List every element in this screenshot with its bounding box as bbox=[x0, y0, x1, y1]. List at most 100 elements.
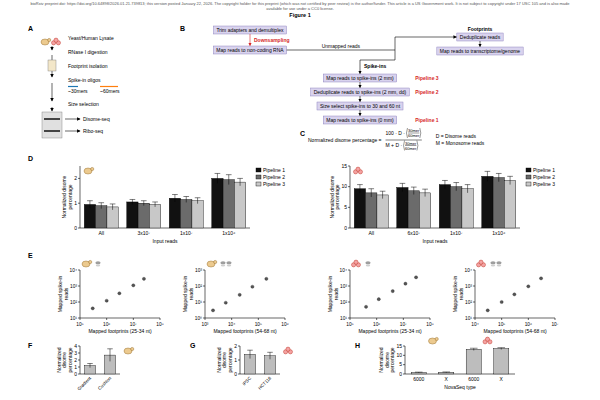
bar bbox=[149, 204, 160, 228]
error-bar bbox=[183, 197, 189, 203]
y-axis bbox=[350, 270, 351, 318]
step-label: RNase I digestion bbox=[68, 49, 108, 55]
box-label: Deduplicate reads to spike-ins (2 mm, dd… bbox=[314, 89, 407, 95]
y-tick-label: 10² bbox=[465, 300, 472, 305]
arrow bbox=[395, 37, 456, 38]
point bbox=[404, 282, 407, 285]
x-tick-label: HCT116 bbox=[257, 375, 272, 390]
bar bbox=[439, 372, 454, 374]
y-tick-label: 0 bbox=[344, 225, 347, 231]
error-bar bbox=[87, 201, 93, 208]
y-tick-label: 10⁴ bbox=[340, 268, 347, 273]
x-axis bbox=[475, 318, 555, 319]
yeast-bud bbox=[214, 260, 217, 263]
x-tick bbox=[555, 318, 556, 320]
point bbox=[118, 292, 121, 295]
y-tick-label: 10³ bbox=[340, 284, 347, 289]
yeast-bud bbox=[91, 167, 94, 170]
bar bbox=[494, 349, 509, 374]
x-tick-label: X bbox=[445, 376, 449, 382]
plot-marks bbox=[84, 173, 246, 228]
x-tick-label: X bbox=[500, 376, 504, 382]
error-bar bbox=[357, 185, 363, 193]
x-tick-label: 1x10⁶ bbox=[492, 230, 505, 236]
x-tick bbox=[528, 318, 529, 320]
column-title: Footprints bbox=[468, 26, 493, 32]
y-axis-title: reads bbox=[188, 287, 194, 300]
step-label: Size selection bbox=[68, 101, 99, 107]
x-tick bbox=[501, 318, 502, 320]
y-axis-title: reads bbox=[63, 287, 69, 300]
bar bbox=[408, 191, 419, 228]
yeast-bud bbox=[48, 38, 51, 41]
step-box bbox=[317, 102, 403, 110]
point bbox=[364, 305, 367, 308]
box-label: Map reads to spike-ins (0 mm) bbox=[326, 117, 394, 123]
step-label: Footprint isolation bbox=[68, 63, 108, 69]
ribosome-large bbox=[95, 261, 100, 264]
ribosome-large bbox=[496, 261, 501, 264]
x-tick bbox=[430, 318, 431, 320]
error-bar bbox=[470, 348, 478, 350]
arrow bbox=[52, 83, 53, 101]
error-bar bbox=[411, 187, 417, 194]
error-bar bbox=[485, 171, 491, 181]
ribosome-small bbox=[491, 264, 495, 266]
plot-marks bbox=[364, 276, 417, 309]
bar bbox=[439, 185, 450, 228]
connector bbox=[287, 50, 395, 51]
connector bbox=[395, 37, 396, 60]
y-axis bbox=[405, 346, 406, 374]
arrow bbox=[360, 110, 361, 116]
output-label: Ribo-seq bbox=[83, 128, 103, 134]
panel-letter: B bbox=[180, 25, 185, 32]
human-cell-icon bbox=[354, 260, 358, 264]
error-bar bbox=[98, 203, 104, 209]
x-axis-title: NovaSeq type bbox=[444, 384, 476, 390]
figure-title: Figure 1 bbox=[289, 12, 310, 18]
bar bbox=[192, 201, 203, 228]
point bbox=[265, 277, 268, 280]
bar bbox=[366, 193, 377, 228]
error-bar bbox=[172, 195, 178, 202]
x-tick bbox=[475, 318, 476, 320]
point bbox=[391, 290, 394, 293]
ratio-bottom: 60mer bbox=[408, 133, 420, 138]
x-tick-label: 6x10⁷ bbox=[407, 230, 420, 236]
error-bar bbox=[141, 201, 147, 206]
point bbox=[238, 293, 241, 296]
x-tick bbox=[133, 318, 134, 320]
x-tick bbox=[106, 318, 107, 320]
error-bar bbox=[453, 183, 459, 191]
oligo-label: ~30mers bbox=[68, 88, 88, 94]
y-tick-label: 0 bbox=[399, 371, 402, 377]
human-cell-icon bbox=[54, 38, 58, 42]
bar bbox=[181, 199, 192, 228]
y-tick-label: 10⁴ bbox=[465, 268, 472, 273]
y-axis bbox=[350, 166, 351, 228]
paren bbox=[417, 141, 418, 151]
step-box bbox=[213, 26, 286, 34]
step-box bbox=[323, 74, 397, 82]
arrow bbox=[250, 34, 251, 46]
arrow bbox=[52, 107, 53, 111]
x-tick-label: All bbox=[368, 230, 374, 236]
x-tick-label: 10⁵ bbox=[346, 322, 353, 327]
x-tick-label: 6000 bbox=[413, 376, 424, 382]
point bbox=[377, 298, 380, 301]
y-tick-label: 1 bbox=[74, 364, 77, 370]
y-tick-label: 15 bbox=[396, 343, 402, 349]
x-tick-label: 10⁴ bbox=[471, 322, 478, 327]
error-bar bbox=[152, 202, 158, 207]
human-cell-icon bbox=[479, 260, 483, 264]
x-axis bbox=[205, 318, 285, 319]
x-tick-label: 10⁵ bbox=[498, 322, 505, 327]
point bbox=[486, 309, 489, 312]
y-tick-label: 10¹ bbox=[195, 300, 202, 305]
x-tick-label: 10⁶ bbox=[525, 322, 532, 327]
x-tick bbox=[160, 318, 161, 320]
formula-lhs: Normalized disome percentage = bbox=[308, 137, 382, 143]
x-tick-label: 1x10⁷ bbox=[180, 230, 193, 236]
x-tick-label: All bbox=[98, 230, 104, 236]
branch-label: Unmapped reads bbox=[322, 43, 361, 49]
